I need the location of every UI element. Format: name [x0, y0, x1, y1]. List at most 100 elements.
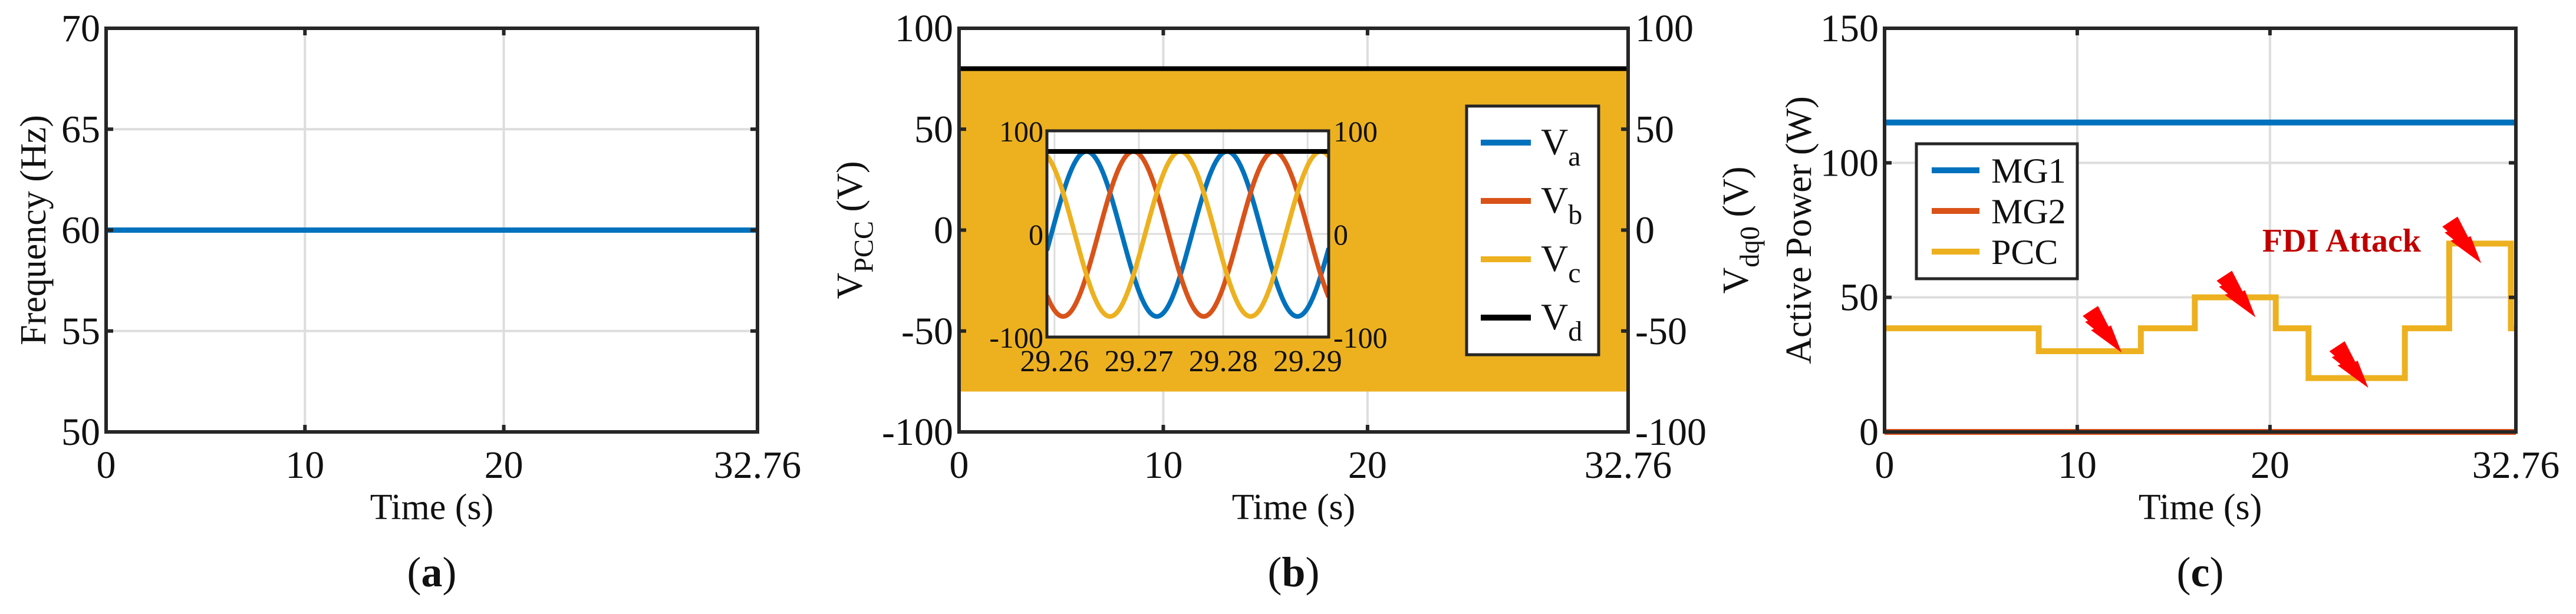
- y-tick-label: -50: [901, 310, 953, 353]
- y-axis-label-right-subscript: dq0: [1735, 226, 1765, 268]
- lightning-bolt-icon: [2329, 341, 2369, 388]
- y-tick-label-right: 100: [1635, 7, 1694, 50]
- lightning-bolt-icon: [2216, 270, 2256, 318]
- panel-label-open: (: [1267, 549, 1282, 596]
- inset-y-tick-label-right: 0: [1333, 218, 1348, 251]
- panel-label-open: (: [2177, 549, 2191, 596]
- x-tick-label: 32.76: [2472, 444, 2560, 487]
- panel-label-letter: b: [1282, 549, 1305, 596]
- axes-frame: [1883, 27, 2518, 434]
- y-tick-label: 100: [895, 7, 953, 50]
- inset-y-tick-label: -100: [989, 321, 1043, 354]
- y-tick-label: 70: [61, 7, 100, 50]
- inset-x-tick-label: 29.26: [1020, 345, 1089, 378]
- x-tick-label: 20: [2251, 444, 2290, 487]
- y-tick-label: 55: [61, 310, 100, 353]
- y-axis-label-symbol: Active Power (W): [1779, 96, 1819, 364]
- x-tick-label: 0: [97, 444, 116, 487]
- legend-box: [1465, 104, 1600, 356]
- inset-x-tick-label: 29.29: [1273, 345, 1342, 378]
- x-axis-label: Time (s): [1232, 487, 1356, 527]
- y-axis-label-right-unit: (V): [1716, 166, 1756, 226]
- y-axis-label: Active Power (W): [1779, 96, 1819, 364]
- inset-y-tick-label: 100: [999, 115, 1043, 148]
- panel-label: (a): [407, 549, 457, 596]
- y-tick-label: 100: [1820, 141, 1879, 184]
- inset-x-tick-label: 29.28: [1189, 345, 1258, 378]
- y-tick-label: 60: [61, 209, 100, 252]
- panel-c: 0 10 20 32.76 0 50 100 150 Time (s) Active Power …: [1779, 7, 2559, 596]
- y-tick-label: 50: [61, 411, 100, 454]
- panel-label-letter: a: [421, 549, 443, 596]
- y-axis-label: Frequency (Hz): [14, 115, 54, 345]
- lightning-bolt-icon: [2083, 306, 2122, 353]
- x-tick-label: 0: [950, 444, 969, 487]
- legend-label-vc-symbol: V: [1541, 237, 1568, 279]
- legend-label-vc: Vc: [1541, 237, 1581, 289]
- inset-x-tick-label: 29.27: [1104, 345, 1173, 378]
- legend-label-vd-symbol: V: [1541, 296, 1568, 338]
- legend-label-pcc: PCC: [1991, 233, 2058, 272]
- inset-y-tick-label-right: 100: [1333, 115, 1378, 148]
- legend-label-va-symbol: V: [1541, 121, 1568, 163]
- x-tick-label: 20: [1348, 444, 1387, 487]
- panel-b: 0 10 20 32.76-100-50050100-100-50050100Time…: [830, 7, 1765, 596]
- panel-label: (c): [2177, 549, 2224, 596]
- x-tick-label: 20: [485, 444, 523, 487]
- y-tick-label: 50: [914, 108, 953, 151]
- y-axis-label-subscript: PCC: [849, 221, 879, 273]
- panel-label-open: (: [407, 549, 421, 596]
- y-axis-label: VPCC (V): [830, 161, 879, 299]
- y-axis-label-right-symbol: V: [1716, 268, 1756, 294]
- y-axis-label-unit: (V): [830, 161, 870, 221]
- panel-label-close: ): [2209, 549, 2223, 596]
- y-tick-label: 0: [934, 209, 953, 252]
- y-tick-label: -100: [882, 411, 953, 454]
- x-tick-label: 10: [285, 444, 324, 487]
- legend-label-vb-subscript: b: [1568, 199, 1582, 230]
- legend-label-va: Va: [1541, 121, 1581, 172]
- legend-label-vd: Vd: [1541, 296, 1582, 347]
- panel-label: (b): [1267, 549, 1319, 596]
- fdi-attack-annotation: FDI Attack: [2262, 223, 2422, 259]
- x-tick-label: 32.76: [1585, 444, 1672, 487]
- x-tick-label: 10: [2058, 444, 2097, 487]
- y-tick-label-right: 0: [1635, 209, 1655, 252]
- panel-a: 0 10 20 32.76 50 55 60 65 70 Time (s) Frequency (H…: [14, 7, 801, 596]
- legend-label-mg1: MG1: [1991, 151, 2066, 190]
- x-tick-label: 0: [1875, 444, 1895, 487]
- y-tick-label-right: -100: [1635, 411, 1707, 454]
- y-axis-label-right: Vdq0 (V): [1716, 166, 1765, 293]
- inset-series-vb: [1047, 148, 1329, 319]
- y-tick-label-right: -50: [1635, 310, 1687, 353]
- legend-label-vc-subscript: c: [1568, 258, 1580, 289]
- legend-label-va-subscript: a: [1568, 141, 1580, 172]
- y-tick-label: 0: [1859, 411, 1879, 454]
- inset-series-va: [1047, 148, 1329, 319]
- x-axis-label: Time (s): [2139, 487, 2262, 527]
- lightning-bolt-icon: [2442, 216, 2482, 263]
- inset-y-tick-label: 0: [1029, 218, 1043, 251]
- x-axis-label: Time (s): [370, 487, 494, 527]
- panel-label-close: ): [443, 549, 457, 596]
- y-axis-label-symbol: V: [830, 273, 870, 299]
- legend-label-vd-subscript: d: [1568, 316, 1582, 347]
- panel-label-close: ): [1306, 549, 1320, 596]
- y-tick-label: 150: [1820, 7, 1879, 50]
- y-tick-label: 50: [1840, 276, 1879, 319]
- y-tick-label-right: 50: [1635, 108, 1674, 151]
- inset-y-tick-label-right: -100: [1333, 321, 1388, 354]
- legend-label-vb: Vb: [1541, 179, 1582, 230]
- inset-frame: [1045, 129, 1330, 339]
- y-tick-label: 65: [61, 108, 100, 151]
- y-axis-label-symbol: Frequency (Hz): [14, 115, 54, 345]
- legend-label-vb-symbol: V: [1541, 179, 1568, 221]
- x-tick-label: 32.76: [714, 444, 802, 487]
- legend-label-mg2: MG2: [1991, 192, 2066, 231]
- x-tick-label: 10: [1144, 444, 1182, 487]
- inset-series-vc: [1047, 148, 1329, 319]
- panel-label-letter: c: [2191, 549, 2210, 596]
